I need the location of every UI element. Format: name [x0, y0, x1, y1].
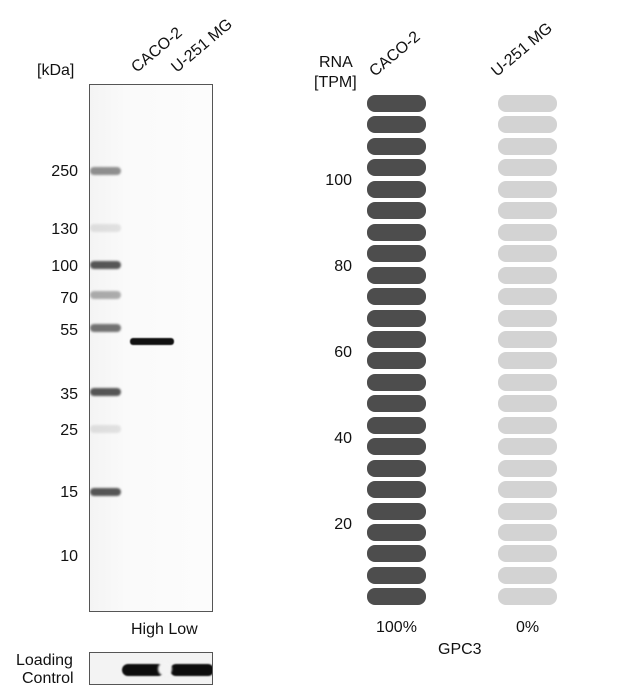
rna-segment	[367, 309, 426, 327]
rna-segment	[498, 116, 557, 134]
rna-segment	[498, 588, 557, 606]
ladder-band	[90, 324, 121, 332]
rna-segment	[498, 481, 557, 499]
rna-tick-label: 20	[334, 516, 352, 533]
rna-segment	[367, 330, 426, 348]
rna-percent-caco2: 100%	[376, 619, 417, 636]
rna-tick-label: 40	[334, 430, 352, 447]
band-gap	[158, 662, 172, 676]
loading-control-band	[122, 664, 164, 676]
rna-segment	[498, 266, 557, 284]
high-low-label: High Low	[131, 621, 198, 638]
blot-lane-label-u251mg: U-251 MG	[168, 15, 236, 77]
rna-segment	[498, 524, 557, 541]
rna-segment	[367, 524, 426, 541]
ladder-band	[90, 425, 121, 433]
gene-name: GPC3	[438, 641, 482, 658]
marker-label: 130	[51, 221, 78, 238]
rna-segment	[498, 202, 557, 220]
rna-segment	[367, 159, 426, 177]
rna-percent-u251mg: 0%	[516, 619, 540, 636]
rna-segment	[367, 245, 426, 263]
ladder-band	[90, 488, 121, 496]
caco2-gpc3-band	[130, 338, 174, 345]
rna-segment	[498, 502, 557, 520]
rna-segment	[498, 95, 557, 112]
marker-label: 25	[60, 422, 78, 439]
rna-segment	[367, 223, 426, 241]
rna-segment	[367, 588, 426, 606]
loading-control-image	[89, 652, 213, 685]
ladder-band	[90, 167, 121, 175]
rna-segment	[367, 502, 426, 520]
rna-segment	[498, 180, 557, 198]
rna-segment	[367, 95, 426, 112]
rna-segment	[367, 416, 426, 434]
rna-tick-label: 80	[334, 258, 352, 275]
rna-segment	[367, 566, 426, 584]
marker-label: 70	[60, 290, 78, 307]
rna-segment	[498, 288, 557, 306]
ladder-band	[90, 261, 121, 269]
loading-control-label-line1: Loading	[16, 652, 73, 669]
rna-segment	[498, 459, 557, 477]
rna-tick-label: 60	[334, 344, 352, 361]
loading-control-label-line2: Control	[22, 670, 74, 687]
ladder-band	[90, 224, 121, 232]
rna-cell-line-label-caco2: CACO-2	[366, 28, 424, 81]
rna-segment	[498, 159, 557, 177]
rna-segment	[367, 116, 426, 134]
rna-segment	[367, 459, 426, 477]
rna-axis-label-line1: RNA	[319, 54, 353, 71]
marker-label: 10	[60, 548, 78, 565]
marker-label: 100	[51, 258, 78, 275]
ladder-band	[90, 388, 121, 396]
rna-segment	[367, 180, 426, 198]
rna-segment	[367, 545, 426, 563]
rna-segment	[367, 352, 426, 370]
rna-segment	[498, 223, 557, 241]
rna-segment	[498, 566, 557, 584]
marker-label: 15	[60, 484, 78, 501]
loading-control-band	[170, 664, 212, 676]
rna-segment	[367, 137, 426, 155]
rna-segment	[498, 438, 557, 456]
rna-segment	[498, 545, 557, 563]
marker-label: 35	[60, 386, 78, 403]
western-blot-image	[89, 84, 213, 612]
rna-tick-label: 100	[325, 172, 352, 189]
rna-segment	[498, 245, 557, 263]
rna-segment	[498, 373, 557, 391]
rna-segment	[498, 309, 557, 327]
marker-label: 55	[60, 322, 78, 339]
rna-segment	[367, 266, 426, 284]
rna-segment	[498, 395, 557, 413]
rna-segment	[367, 481, 426, 499]
rna-axis-label-line2: [TPM]	[314, 74, 357, 91]
rna-segment	[498, 352, 557, 370]
rna-segment	[367, 373, 426, 391]
kda-unit-label: [kDa]	[37, 62, 75, 79]
rna-cell-line-label-u251mg: U-251 MG	[488, 19, 556, 81]
rna-segment	[498, 137, 557, 155]
marker-label: 250	[51, 163, 78, 180]
rna-segment	[367, 202, 426, 220]
ladder-band	[90, 291, 121, 299]
rna-segment	[367, 395, 426, 413]
rna-segment	[498, 416, 557, 434]
rna-segment	[367, 438, 426, 456]
rna-segment	[498, 330, 557, 348]
rna-segment	[367, 288, 426, 306]
